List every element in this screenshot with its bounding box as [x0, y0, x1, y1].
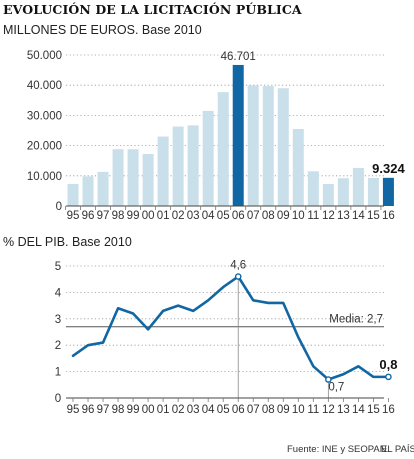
line-x-tick-label: 96	[82, 404, 95, 416]
line-data-label: 0,7	[328, 382, 344, 394]
bar	[277, 88, 289, 206]
bar	[142, 154, 154, 206]
bar-x-tick-label: 97	[97, 210, 110, 222]
series-line	[71, 275, 390, 381]
bar-x-tick-label: 16	[382, 210, 395, 222]
line-x-tick-label: 95	[67, 404, 80, 416]
line-x-tick-label: 11	[307, 404, 319, 416]
line-x-tick-label: 12	[322, 404, 335, 416]
bar	[352, 167, 364, 206]
bar-x-tick-label: 09	[277, 210, 290, 222]
bar-x-tick-label: 05	[217, 210, 230, 222]
bar	[202, 110, 214, 206]
line-x-tick-label: 02	[172, 404, 185, 416]
bar	[232, 64, 244, 206]
bar-x-tick-label: 99	[127, 210, 140, 222]
line-x-tick-label: 98	[112, 404, 125, 416]
bar	[337, 178, 349, 206]
bar	[157, 136, 169, 206]
line-data-label: 4,6	[230, 260, 246, 272]
line-y-tick-label: 4	[55, 287, 62, 299]
bar	[82, 176, 94, 206]
line-x-tick-label: 06	[232, 404, 245, 416]
bar-x-tick-label: 03	[187, 210, 200, 222]
bar	[262, 86, 274, 206]
bar-chart-subtitle: MILLONES DE EUROS. Base 2010	[3, 23, 202, 37]
bar-x-tick-label: 07	[247, 210, 260, 222]
line-x-tick-label: 15	[367, 404, 380, 416]
bar-x-tick-label: 00	[142, 210, 155, 222]
bar-x-tick-label: 13	[337, 210, 350, 222]
bar-data-label: 9.324	[372, 161, 405, 176]
bar	[247, 85, 259, 206]
bar-x-tick-label: 08	[262, 210, 275, 222]
bar-x-tick-label: 11	[307, 210, 319, 222]
bar	[67, 183, 79, 206]
bar-x-tick-label: 04	[202, 210, 215, 222]
bar-x-tick-label: 95	[67, 210, 80, 222]
bar	[307, 171, 319, 206]
line-x-tick-label: 97	[97, 404, 110, 416]
bar-data-label: 46.701	[221, 51, 256, 63]
line-x-tick-label: 04	[202, 404, 215, 416]
bar	[217, 92, 229, 206]
bar-y-tick-label: 40.000	[27, 80, 62, 92]
line-x-tick-label: 10	[292, 404, 305, 416]
line-x-tick-label: 03	[187, 404, 200, 416]
bar-y-tick-label: 0	[56, 201, 62, 213]
bar	[112, 149, 124, 206]
data-point-marker	[325, 376, 332, 383]
line-x-tick-label: 99	[127, 404, 140, 416]
mean-label: Media: 2,7	[329, 314, 383, 326]
bar	[97, 171, 109, 206]
line-x-tick-label: 08	[262, 404, 275, 416]
bar	[367, 177, 379, 206]
line-y-tick-label: 5	[55, 261, 61, 273]
line-x-tick-label: 07	[247, 404, 260, 416]
bar	[127, 149, 139, 206]
bar	[187, 125, 199, 206]
data-point-marker	[385, 373, 392, 381]
line-x-tick-label: 16	[382, 404, 395, 416]
bar-x-tick-label: 12	[322, 210, 335, 222]
bar-x-tick-label: 02	[172, 210, 185, 222]
bar	[292, 128, 304, 206]
brand-label: EL PAÍS	[381, 444, 414, 455]
bar-x-tick-label: 06	[232, 210, 245, 222]
line-y-tick-label: 2	[55, 340, 61, 352]
bar-y-tick-label: 20.000	[27, 141, 62, 153]
line-x-tick-label: 13	[337, 404, 350, 416]
line-chart-subtitle: % DEL PIB. Base 2010	[3, 235, 132, 249]
bar	[382, 177, 394, 206]
data-point-marker	[234, 273, 242, 280]
bar-x-tick-label: 15	[367, 210, 380, 222]
line-x-tick-label: 00	[142, 404, 155, 416]
bar	[172, 126, 184, 206]
chart-title: EVOLUCIÓN DE LA LICITACIÓN PÚBLICA	[3, 1, 302, 17]
line-x-tick-label: 05	[217, 404, 230, 416]
bar	[322, 183, 334, 206]
bar-x-tick-label: 96	[82, 210, 95, 222]
bar-x-tick-label: 10	[292, 210, 305, 222]
line-data-label: 0,8	[379, 357, 397, 372]
bar-y-tick-label: 10.000	[27, 171, 62, 183]
line-x-tick-label: 01	[157, 404, 170, 416]
line-x-tick-label: 09	[277, 404, 290, 416]
line-x-tick-label: 14	[352, 404, 365, 416]
bar-x-tick-label: 14	[352, 210, 365, 222]
bar-y-tick-label: 30.000	[27, 110, 62, 122]
bar-x-tick-label: 98	[112, 210, 125, 222]
source-note: Fuente: INE y SEOPAN.	[287, 444, 389, 455]
line-y-tick-label: 3	[55, 314, 61, 326]
line-y-tick-label: 1	[55, 367, 61, 379]
bar-x-tick-label: 01	[157, 210, 170, 222]
bar-y-tick-label: 50.000	[27, 50, 62, 62]
line-y-tick-label: 0	[55, 393, 61, 405]
